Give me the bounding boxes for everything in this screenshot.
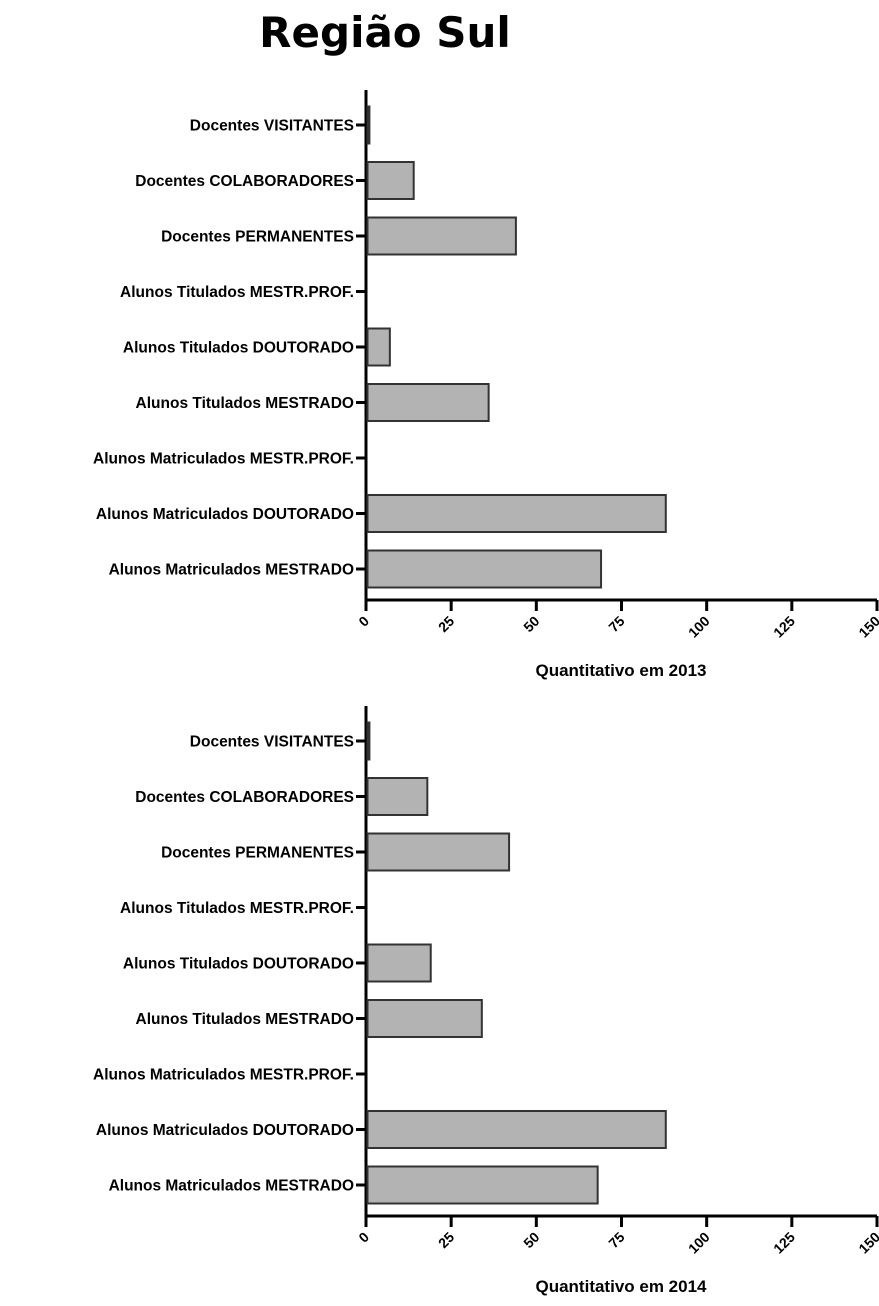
category-label-alunos-titulados-doutorado: Alunos Titulados DOUTORADO — [123, 956, 354, 973]
bar-alunos-matriculados-mestrado — [366, 1165, 599, 1205]
category-label-docentes-permanentes: Docentes PERMANENTES — [161, 845, 354, 862]
x-tick-label-50: 50 — [520, 613, 542, 635]
x-tick-label-50: 50 — [520, 1229, 542, 1251]
bar-chart-2013: Docentes VISITANTES Docentes COLABORADORE… — [93, 90, 879, 680]
category-label-docentes-visitantes: Docentes VISITANTES — [190, 734, 354, 751]
bar-docentes-permanentes — [366, 216, 517, 256]
x-tick-label-0: 0 — [355, 613, 372, 630]
category-label-alunos-matriculados-mestrado: Alunos Matriculados MESTRADO — [109, 1178, 354, 1195]
bar-alunos-matriculados-mestrado — [366, 549, 603, 589]
category-label-docentes-permanentes: Docentes PERMANENTES — [161, 229, 354, 246]
category-label-alunos-titulados-mestrado: Alunos Titulados MESTRADO — [136, 1011, 354, 1028]
bar-docentes-visitantes — [366, 721, 371, 761]
category-label-alunos-titulados-mestr-prof: Alunos Titulados MESTR.PROF. — [120, 900, 354, 917]
bar-alunos-titulados-doutorado — [366, 943, 432, 983]
x-tick-label-100: 100 — [685, 613, 713, 641]
bar-docentes-colaboradores — [366, 777, 429, 816]
category-label-docentes-colaboradores: Docentes COLABORADORES — [135, 173, 354, 190]
category-label-alunos-titulados-mestrado: Alunos Titulados MESTRADO — [136, 395, 354, 412]
bar-alunos-matriculados-doutorado — [366, 1110, 667, 1149]
bar-docentes-colaboradores — [366, 161, 415, 200]
category-label-docentes-visitantes: Docentes VISITANTES — [190, 118, 354, 135]
x-tick-label-150: 150 — [855, 1229, 879, 1257]
x-axis-title: Quantitativo em 2014 — [535, 1277, 707, 1296]
bar-docentes-visitantes — [366, 105, 371, 145]
category-label-alunos-titulados-mestr-prof: Alunos Titulados MESTR.PROF. — [120, 284, 354, 301]
category-label-alunos-matriculados-mestr-prof: Alunos Matriculados MESTR.PROF. — [93, 1067, 354, 1084]
category-label-alunos-titulados-doutorado: Alunos Titulados DOUTORADO — [123, 340, 354, 357]
bar-docentes-permanentes — [366, 832, 511, 872]
x-tick-label-150: 150 — [855, 613, 879, 641]
x-tick-label-100: 100 — [685, 1229, 713, 1257]
category-label-alunos-matriculados-mestr-prof: Alunos Matriculados MESTR.PROF. — [93, 451, 354, 468]
bar-alunos-matriculados-doutorado — [366, 494, 667, 533]
category-label-alunos-matriculados-mestrado: Alunos Matriculados MESTRADO — [109, 562, 354, 579]
page-title: Região Sul — [259, 8, 511, 57]
bar-chart-2014: Docentes VISITANTES Docentes COLABORADORE… — [93, 706, 879, 1296]
x-tick-label-75: 75 — [605, 1229, 627, 1251]
category-label-alunos-matriculados-doutorado: Alunos Matriculados DOUTORADO — [96, 1122, 354, 1139]
x-tick-label-0: 0 — [355, 1229, 372, 1246]
x-axis-title: Quantitativo em 2013 — [535, 661, 706, 680]
x-tick-label-125: 125 — [770, 613, 798, 641]
x-tick-label-75: 75 — [605, 613, 627, 635]
bar-alunos-titulados-mestrado — [366, 999, 483, 1038]
x-tick-label-25: 25 — [435, 1229, 457, 1251]
x-tick-label-125: 125 — [770, 1229, 798, 1257]
bar-alunos-titulados-mestrado — [366, 383, 490, 422]
category-label-alunos-matriculados-doutorado: Alunos Matriculados DOUTORADO — [96, 506, 354, 523]
bar-alunos-titulados-doutorado — [366, 327, 391, 367]
x-tick-label-25: 25 — [435, 613, 457, 635]
category-label-docentes-colaboradores: Docentes COLABORADORES — [135, 789, 354, 806]
